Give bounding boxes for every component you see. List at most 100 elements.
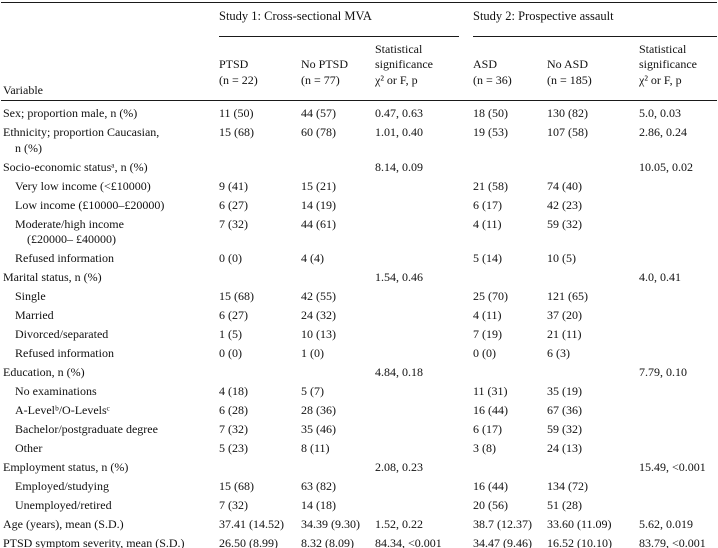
row-variable-label: Moderate/high income (£20000– £40000) bbox=[15, 216, 124, 247]
row-value-cell bbox=[547, 269, 639, 288]
row-variable-label: Unemployed/retired bbox=[15, 498, 112, 512]
row-variable-label: Other bbox=[15, 441, 43, 455]
row-value-cell: 6 (27) bbox=[219, 308, 248, 322]
column-header-label: No PTSD bbox=[301, 57, 349, 71]
row-value-cell: 5 (23) bbox=[219, 441, 248, 455]
row-variable-label: PTSD symptom severity, mean (S.D.) bbox=[3, 536, 185, 548]
row-value-cell: 1.54, 0.46 bbox=[375, 270, 423, 284]
row-value-cell: 1 (5) bbox=[219, 327, 242, 341]
row-value-cell bbox=[375, 345, 459, 364]
column-header-asd: ASD (n = 36) bbox=[473, 36, 547, 101]
row-value-cell bbox=[639, 215, 717, 250]
row-value-cell: 6 (3) bbox=[547, 346, 570, 360]
row-value-cell: 16.52 (10.10) bbox=[547, 536, 612, 548]
row-value-cell bbox=[639, 402, 717, 421]
row-value-cell bbox=[375, 177, 459, 196]
row-value-cell: 15 (68) bbox=[219, 125, 254, 139]
row-variable-label: Married bbox=[15, 308, 54, 322]
table-row: Education, n (%) 4.84, 0.18 7.79, 0.10 bbox=[1, 364, 717, 383]
column-spacer bbox=[459, 250, 473, 269]
row-value-cell: 15 (68) bbox=[219, 289, 254, 303]
row-value-cell: 59 (32) bbox=[547, 216, 582, 231]
column-header-stat-significance-study2: Statistical significance χ² or F, p bbox=[639, 36, 717, 101]
row-value-cell: 6 (28) bbox=[219, 403, 248, 417]
row-value-cell: 4 (11) bbox=[473, 308, 502, 322]
table-row: Bachelor/postgraduate degree 7 (32) 35 (46… bbox=[1, 421, 717, 440]
row-value-cell bbox=[639, 288, 717, 307]
row-value-cell: 14 (19) bbox=[301, 197, 336, 212]
column-header-no-asd: No ASD (n = 185) bbox=[547, 36, 639, 101]
row-value-cell: 1 (0) bbox=[301, 346, 324, 360]
row-value-cell: 15.49, <0.001 bbox=[639, 460, 706, 474]
row-value-cell: 6 (17) bbox=[473, 197, 502, 212]
table-row: Refused information 0 (0) 1 (0) 0 (0) 6 (3) bbox=[1, 345, 717, 364]
row-value-cell: 8.32 (8.09) bbox=[301, 536, 354, 548]
row-value-cell bbox=[219, 269, 301, 288]
row-value-cell: 0.47, 0.63 bbox=[375, 106, 423, 120]
row-value-cell: 34.39 (9.30) bbox=[301, 517, 360, 531]
table-row: Age (years), mean (S.D.) 37.41 (14.52) 34.… bbox=[1, 516, 717, 535]
row-value-cell: 5.0, 0.03 bbox=[639, 106, 681, 120]
column-spacer bbox=[459, 364, 473, 383]
row-variable-label: Marital status, n (%) bbox=[3, 270, 102, 284]
row-value-cell: 67 (36) bbox=[547, 403, 582, 417]
row-value-cell: 74 (40) bbox=[547, 178, 582, 193]
row-value-cell: 44 (57) bbox=[301, 106, 336, 120]
row-variable-label: Single bbox=[15, 289, 46, 303]
row-value-cell: 84.34, <0.001 bbox=[375, 536, 442, 548]
column-spacer bbox=[459, 440, 473, 459]
table-row: Low income (£10000–£20000) 6 (27) 14 (19) 6… bbox=[1, 196, 717, 215]
row-value-cell: 4.84, 0.18 bbox=[375, 365, 423, 379]
table-row: Married 6 (27) 24 (32) 4 (11) 37 (20) bbox=[1, 307, 717, 326]
row-value-cell: 7 (19) bbox=[473, 327, 502, 341]
row-variable-label: A-Levelᵇ/O-Levelsᶜ bbox=[15, 403, 110, 417]
row-value-cell: 8 (11) bbox=[301, 441, 330, 455]
corner-cell bbox=[1, 3, 219, 37]
row-value-cell: 63 (82) bbox=[301, 479, 336, 493]
row-value-cell: 121 (65) bbox=[547, 289, 588, 303]
table-body: Sex; proportion male, n (%) 11 (50) 44 (57… bbox=[1, 101, 717, 548]
row-value-cell: 24 (13) bbox=[547, 441, 582, 455]
column-spacer bbox=[459, 402, 473, 421]
row-value-cell: 15 (21) bbox=[301, 178, 336, 193]
row-value-cell bbox=[375, 326, 459, 345]
row-variable-label: Sex; proportion male, n (%) bbox=[3, 106, 138, 120]
table-row: PTSD symptom severity, mean (S.D.) 26.50 … bbox=[1, 535, 717, 548]
table-row: No examinations 4 (18) 5 (7) 11 (31) 35 (19) bbox=[1, 383, 717, 402]
column-spacer bbox=[459, 215, 473, 250]
row-value-cell bbox=[219, 364, 301, 383]
column-header-stat-formula: χ² or F, p bbox=[639, 72, 682, 87]
row-value-cell bbox=[639, 196, 717, 215]
row-value-cell: 2.86, 0.24 bbox=[639, 125, 687, 139]
row-value-cell bbox=[473, 364, 547, 383]
row-variable-label: Socio-economic statusᵃ, n (%) bbox=[3, 159, 148, 174]
column-spacer bbox=[459, 516, 473, 535]
table-row: Employed/studying 15 (68) 63 (82) 16 (44) 13… bbox=[1, 478, 717, 497]
row-value-cell: 0 (0) bbox=[219, 346, 242, 360]
row-value-cell: 4 (18) bbox=[219, 384, 248, 398]
column-header-label: Statistical significance bbox=[639, 41, 697, 72]
column-spacer bbox=[459, 307, 473, 326]
column-header-label: ASD bbox=[473, 57, 498, 71]
row-value-cell: 38.7 (12.37) bbox=[473, 517, 532, 531]
column-header-stat-significance-study1: Statistical significance χ² or F, p bbox=[375, 36, 459, 101]
row-value-cell: 0 (0) bbox=[219, 251, 242, 265]
column-spacer bbox=[459, 196, 473, 215]
column-header-stat-formula: χ² or F, p bbox=[375, 72, 418, 87]
row-value-cell bbox=[375, 307, 459, 326]
table-row: Moderate/high income (£20000– £40000) 7 (3… bbox=[1, 215, 717, 250]
row-value-cell: 14 (18) bbox=[301, 498, 336, 512]
table-row: Sex; proportion male, n (%) 11 (50) 44 (57… bbox=[1, 101, 717, 124]
row-value-cell: 37.41 (14.52) bbox=[219, 517, 284, 531]
row-value-cell bbox=[473, 269, 547, 288]
column-spacer bbox=[459, 497, 473, 516]
row-value-cell: 37 (20) bbox=[547, 308, 582, 322]
column-header-row: Variable PTSD (n = 22) No PTSD (n = 77) St… bbox=[1, 36, 717, 101]
row-value-cell: 7 (32) bbox=[219, 422, 248, 436]
table-row: Unemployed/retired 7 (32) 14 (18) 20 (56) 51… bbox=[1, 497, 717, 516]
row-value-cell: 4.0, 0.41 bbox=[639, 270, 681, 284]
table-row: Refused information 0 (0) 4 (4) 5 (14) 10 (5… bbox=[1, 250, 717, 269]
table-row: Ethnicity; proportion Caucasian, n (%) 15 … bbox=[1, 124, 717, 159]
row-variable-label: Divorced/separated bbox=[15, 327, 109, 341]
table-row: Employment status, n (%) 2.08, 0.23 15.49,… bbox=[1, 459, 717, 478]
